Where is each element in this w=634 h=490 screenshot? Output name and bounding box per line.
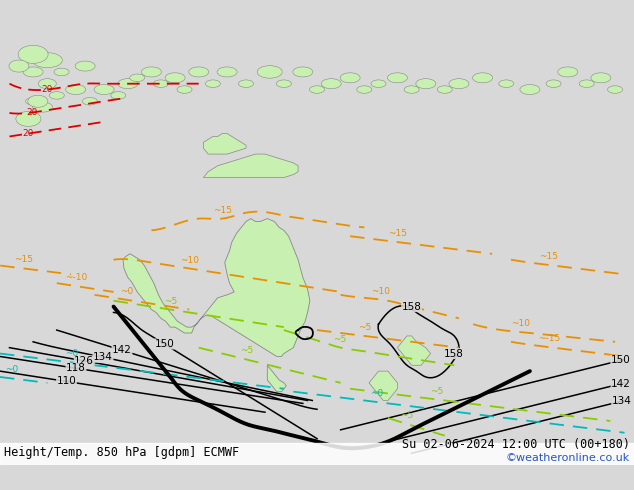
Ellipse shape	[472, 73, 493, 83]
Text: ~10: ~10	[180, 255, 199, 265]
Text: ~5: ~5	[240, 346, 253, 355]
Ellipse shape	[371, 80, 386, 87]
Text: 158: 158	[402, 302, 422, 312]
Text: ~10: ~10	[511, 319, 530, 328]
Polygon shape	[369, 371, 398, 400]
Ellipse shape	[205, 80, 221, 87]
Text: 150: 150	[611, 355, 631, 366]
Ellipse shape	[449, 79, 469, 89]
Ellipse shape	[75, 61, 95, 71]
Ellipse shape	[276, 80, 292, 87]
Text: 110: 110	[56, 376, 76, 387]
Text: Height/Temp. 850 hPa [gdpm] ECMWF: Height/Temp. 850 hPa [gdpm] ECMWF	[4, 446, 239, 459]
Ellipse shape	[28, 95, 48, 107]
Bar	[0, 443, 634, 465]
Ellipse shape	[25, 98, 41, 105]
Ellipse shape	[437, 86, 452, 93]
Text: 158: 158	[444, 348, 464, 359]
Ellipse shape	[111, 92, 126, 99]
Text: 134: 134	[93, 352, 113, 362]
Ellipse shape	[558, 67, 578, 77]
Ellipse shape	[309, 86, 325, 93]
Text: ~5: ~5	[358, 323, 371, 332]
Polygon shape	[268, 365, 286, 392]
Ellipse shape	[607, 86, 623, 93]
Text: ~-10: ~-10	[65, 273, 87, 282]
Ellipse shape	[189, 67, 209, 77]
Text: ~10: ~10	[371, 287, 390, 295]
Text: 126: 126	[74, 356, 94, 366]
Text: ~15: ~15	[14, 255, 33, 265]
Ellipse shape	[404, 86, 419, 93]
Ellipse shape	[16, 111, 41, 126]
Text: ~5: ~5	[164, 296, 177, 306]
Ellipse shape	[66, 85, 86, 95]
Text: ~5: ~5	[333, 335, 347, 343]
Text: 20: 20	[41, 85, 53, 94]
Ellipse shape	[357, 86, 372, 93]
Text: 20: 20	[23, 129, 34, 138]
Text: 20: 20	[27, 108, 38, 117]
Text: ~5: ~5	[400, 411, 413, 420]
Ellipse shape	[9, 60, 29, 72]
Ellipse shape	[546, 80, 561, 87]
Ellipse shape	[18, 46, 48, 63]
Polygon shape	[204, 154, 298, 177]
Text: ~0: ~0	[370, 389, 383, 398]
Ellipse shape	[130, 74, 145, 81]
Text: ~-15: ~-15	[538, 334, 560, 343]
Text: ~0: ~0	[5, 366, 18, 374]
Ellipse shape	[82, 98, 98, 105]
Ellipse shape	[118, 79, 138, 89]
Ellipse shape	[579, 80, 594, 87]
Ellipse shape	[165, 73, 185, 83]
Text: 142: 142	[611, 379, 631, 389]
Text: 142: 142	[112, 345, 132, 355]
Text: ~5: ~5	[430, 387, 444, 395]
Ellipse shape	[416, 79, 436, 89]
Text: Su 02-06-2024 12:00 UTC (00+180): Su 02-06-2024 12:00 UTC (00+180)	[402, 438, 630, 451]
Text: ~15: ~15	[540, 252, 559, 261]
Text: ~0: ~0	[120, 287, 133, 296]
Text: 118: 118	[66, 363, 86, 373]
Ellipse shape	[520, 85, 540, 95]
Ellipse shape	[38, 79, 56, 89]
Text: 150: 150	[155, 339, 174, 349]
Ellipse shape	[153, 80, 169, 87]
Polygon shape	[204, 134, 246, 154]
Text: ©weatheronline.co.uk: ©weatheronline.co.uk	[506, 453, 630, 463]
Ellipse shape	[217, 67, 237, 77]
Ellipse shape	[387, 73, 408, 83]
Text: ~15: ~15	[213, 206, 232, 215]
Text: ~15: ~15	[388, 229, 407, 238]
Ellipse shape	[32, 53, 62, 68]
Ellipse shape	[499, 80, 514, 87]
Ellipse shape	[177, 86, 192, 93]
Ellipse shape	[340, 73, 360, 83]
Ellipse shape	[23, 67, 43, 77]
Ellipse shape	[49, 92, 64, 99]
Text: 134: 134	[612, 396, 631, 406]
Text: ~0: ~0	[65, 349, 78, 358]
Ellipse shape	[141, 67, 162, 77]
Ellipse shape	[238, 80, 254, 87]
Polygon shape	[398, 336, 430, 365]
Polygon shape	[123, 219, 310, 356]
Ellipse shape	[257, 66, 282, 78]
Ellipse shape	[591, 73, 611, 83]
Ellipse shape	[54, 68, 69, 75]
Ellipse shape	[94, 85, 114, 95]
Ellipse shape	[293, 67, 313, 77]
Ellipse shape	[321, 79, 341, 89]
Ellipse shape	[32, 102, 53, 112]
